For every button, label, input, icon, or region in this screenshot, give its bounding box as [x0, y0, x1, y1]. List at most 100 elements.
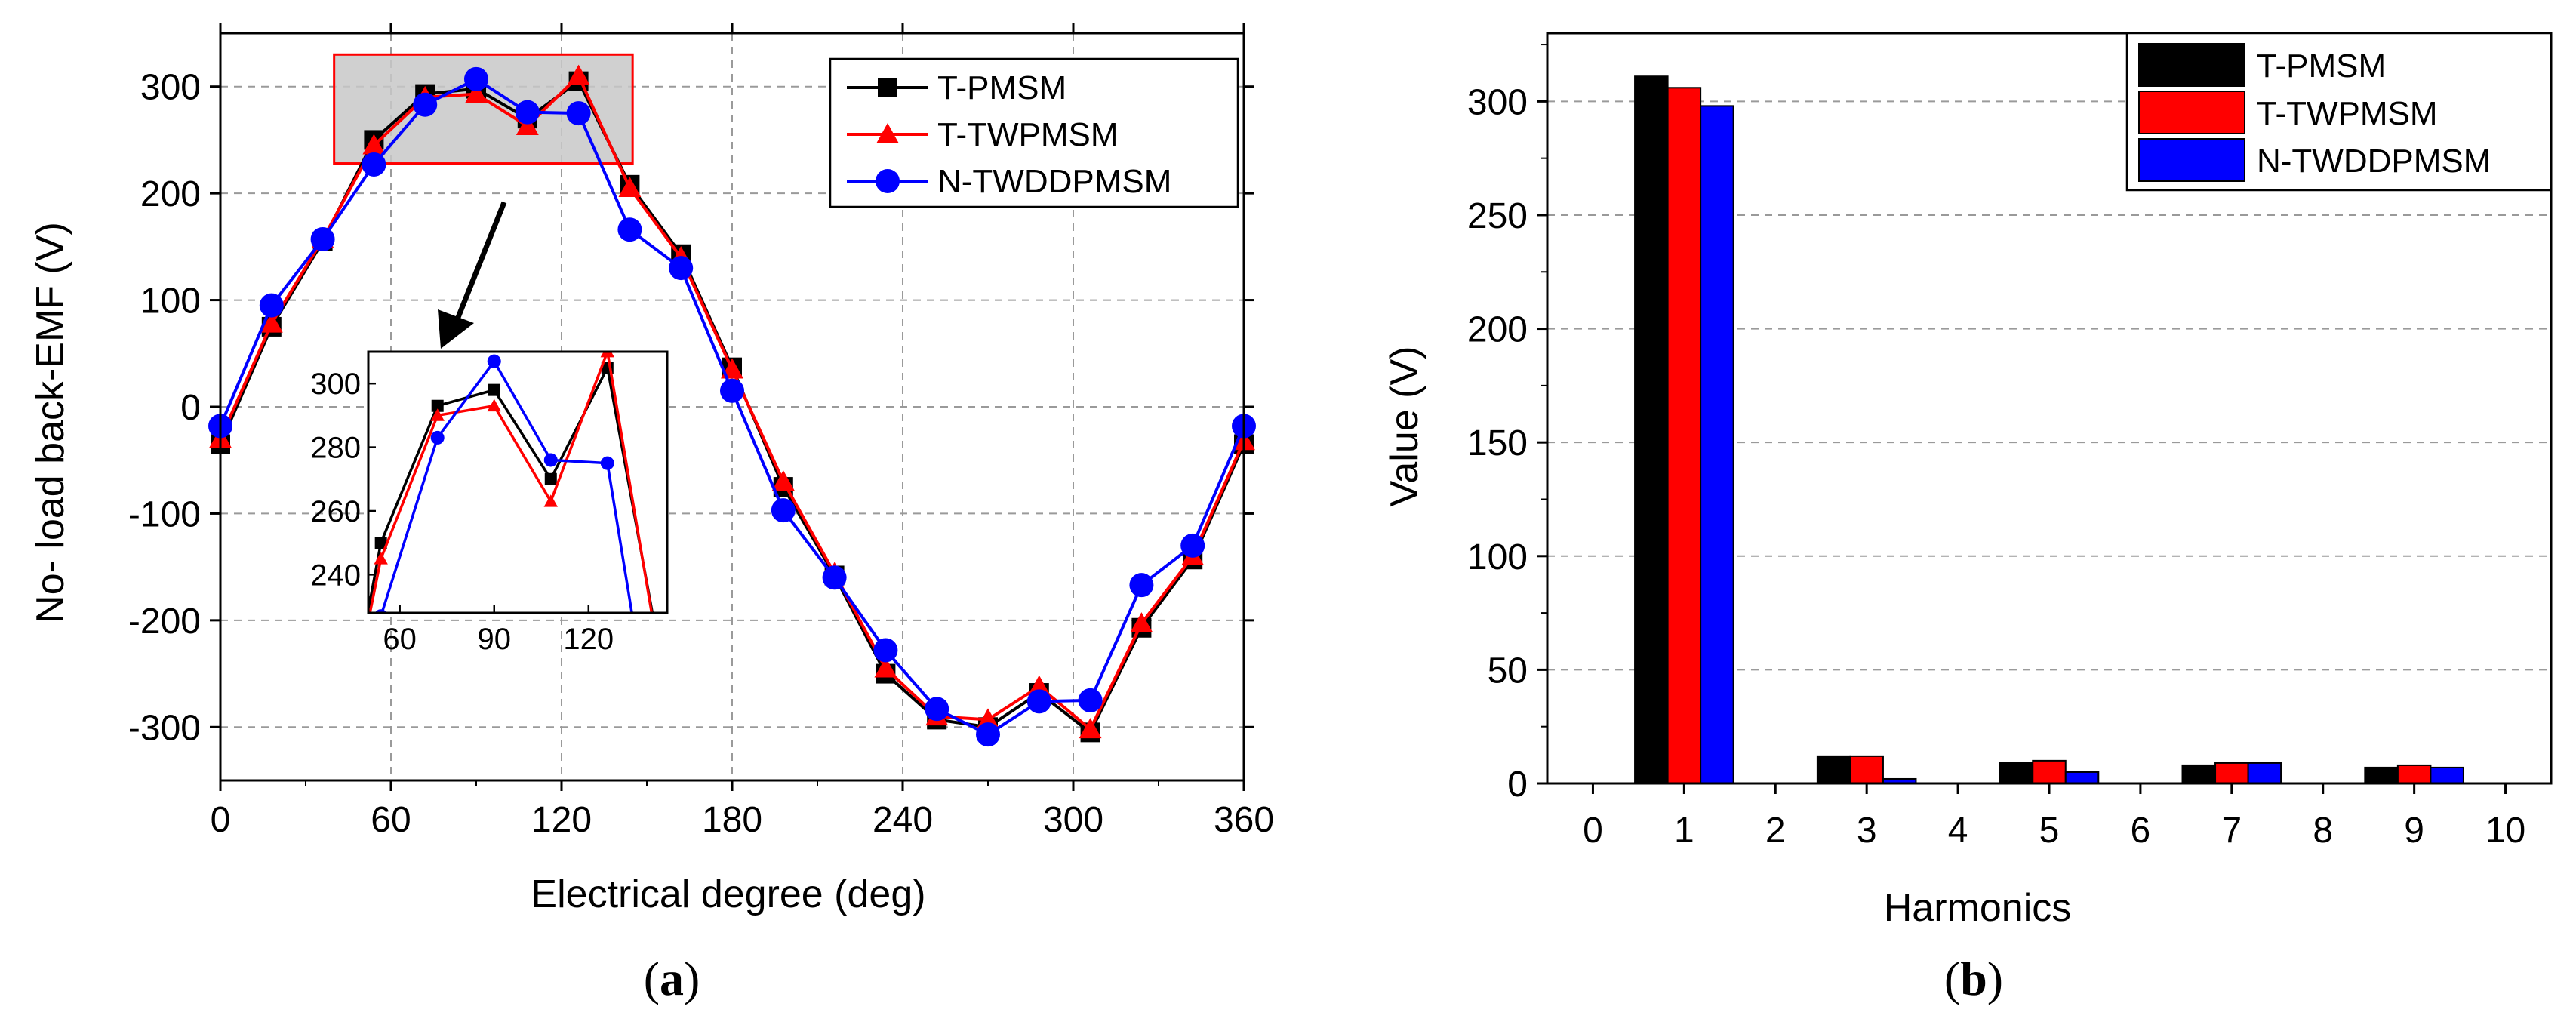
inset-zoom-plot: 60 90 120 240 260 280 300 [310, 350, 671, 851]
panel-b-ytick-label: 50 [1488, 651, 1528, 691]
panel-b-xtick-label: 7 [2221, 811, 2242, 851]
inset-point-n-twddpmsm [430, 430, 445, 445]
data-point-n-twddpmsm [873, 638, 898, 663]
panel-b-ylabel: Value (V) [1383, 346, 1426, 507]
legend-swatch-n-twddpmsm [2138, 138, 2245, 182]
panel-b-ytick-label: 200 [1467, 310, 1528, 350]
bar-t-pmsm-h1 [1634, 75, 1669, 785]
panel-b-xtick-label: 10 [2485, 811, 2525, 851]
inset-point-t-twpmsm [430, 408, 445, 421]
bar-t-twpmsm-h5 [2032, 759, 2067, 784]
data-point-n-twddpmsm [362, 152, 386, 177]
inset-series [318, 352, 671, 851]
data-point-n-twddpmsm [925, 697, 949, 722]
data-point-n-twddpmsm [1078, 688, 1103, 712]
inset-point-t-pmsm [374, 537, 387, 549]
panel-b-xtick-label: 8 [2313, 811, 2333, 851]
legend-marker-t-twpmsm [876, 123, 899, 143]
legend-marker-t-pmsm [878, 78, 897, 97]
data-point-n-twddpmsm [464, 66, 488, 91]
legend-label-n-twddpmsm: N-TWDDPMSM [2257, 143, 2491, 180]
inset-point-t-pmsm [319, 839, 331, 851]
data-point-n-twddpmsm [617, 217, 642, 242]
panel-b-xtick-label: 3 [1857, 811, 1877, 851]
legend-label-n-twddpmsm: N-TWDDPMSM [937, 163, 1171, 200]
bar-n-twddpmsm-h9 [2430, 766, 2464, 785]
inset-ytick-label: 240 [310, 559, 361, 592]
inset-point-n-twddpmsm [318, 832, 331, 846]
panel-a-ytick-label: 0 [180, 388, 201, 428]
bar-t-pmsm-h9 [2364, 766, 2399, 785]
panel-a-caption-letter: a [660, 952, 684, 1005]
panel-a-ytick-label: 100 [140, 282, 201, 322]
legend-label-t-pmsm: T-PMSM [2257, 48, 2386, 85]
inset-ytick-label: 260 [310, 495, 361, 528]
panel-b-ytick-label: 250 [1467, 196, 1528, 236]
bar-n-twddpmsm-h7 [2247, 762, 2282, 785]
data-point-t-twpmsm [977, 708, 999, 729]
legend-label-t-pmsm: T-PMSM [937, 69, 1066, 106]
data-point-n-twddpmsm [515, 100, 540, 125]
bar-n-twddpmsm-h5 [2064, 771, 2100, 784]
legend-label-t-twpmsm: T-TWPMSM [2257, 95, 2438, 132]
data-point-t-twpmsm [1130, 612, 1153, 633]
panel-b-legend: T-PMSM T-TWPMSM N-TWDDPMSM [2125, 32, 2553, 192]
panel-a-ticks: 0 60 120 180 240 300 360 -300 -200 -100 0 100 200 300 [128, 23, 1274, 840]
inset-point-t-pmsm [431, 399, 444, 412]
bar-t-twpmsm-h9 [2396, 764, 2432, 784]
inset-point-t-twpmsm [600, 352, 614, 358]
panel-b-caption: (b) [1944, 952, 2003, 1005]
data-point-t-twpmsm [260, 312, 283, 333]
inset-point-t-twpmsm [374, 552, 388, 565]
data-point-n-twddpmsm [669, 256, 694, 281]
data-point-n-twddpmsm [310, 226, 335, 251]
data-point-t-twpmsm [874, 657, 897, 678]
panel-a-ytick-label: 300 [140, 68, 201, 108]
panel-b-ytick-label: 300 [1467, 82, 1528, 122]
inset-point-n-twddpmsm [487, 354, 501, 368]
panel-b-xtick-label: 5 [2039, 811, 2060, 851]
panel-a-xtick-label: 240 [873, 800, 933, 840]
panel-b-xtick-label: 2 [1765, 811, 1786, 851]
panel-a-caption: (a) [644, 952, 700, 1005]
bar-t-twpmsm-h7 [2214, 762, 2249, 785]
inset-xtick-label: 120 [563, 623, 614, 656]
inset-xtick-label: 60 [383, 623, 417, 656]
data-point-n-twddpmsm [771, 498, 796, 523]
panel-a-xtick-label: 60 [371, 800, 411, 840]
panel-b-xtick-label: 6 [2131, 811, 2151, 851]
panel-b-ytick-label: 0 [1507, 765, 1528, 805]
panel-b-xlabel: Harmonics [1884, 886, 2072, 930]
panel-a-xtick-label: 300 [1043, 800, 1103, 840]
inset-point-n-twddpmsm [543, 453, 558, 467]
panel-a-xtick-label: 120 [531, 800, 592, 840]
data-point-n-twddpmsm [1180, 533, 1205, 558]
panel-a-ytick-label: 200 [140, 174, 201, 214]
panel-a-xtick-label: 360 [1214, 800, 1274, 840]
legend-swatch-t-twpmsm [2138, 91, 2245, 134]
bar-t-pmsm-h7 [2181, 764, 2217, 784]
inset-point-n-twddpmsm [657, 804, 671, 817]
bar-t-twpmsm-h1 [1667, 87, 1702, 785]
data-point-t-twpmsm [618, 177, 642, 198]
data-point-t-twpmsm [516, 115, 539, 136]
panel-b-xtick-label: 1 [1674, 811, 1694, 851]
panel-a-xlabel: Electrical degree (deg) [531, 873, 925, 916]
panel-a-ylabel: No- load back-EMF (V) [29, 222, 72, 623]
panel-a-xtick-label: 180 [702, 800, 762, 840]
data-point-n-twddpmsm [413, 92, 438, 117]
data-point-n-twddpmsm [976, 722, 1000, 747]
data-point-n-twddpmsm [720, 378, 744, 403]
panel-b-ytick-label: 150 [1467, 423, 1528, 463]
inset-xtick-label: 90 [477, 623, 511, 656]
inset-ytick-label: 280 [310, 432, 361, 465]
inset-frame [367, 350, 669, 614]
panel-b-xtick-label: 4 [1948, 811, 1968, 851]
panel-a-ytick-label: -300 [128, 708, 201, 748]
legend-label-t-twpmsm: T-TWPMSM [937, 116, 1119, 153]
panel-b-xtick-label: 9 [2404, 811, 2424, 851]
data-point-t-twpmsm [1027, 675, 1051, 696]
bar-t-pmsm-h3 [1816, 755, 1851, 785]
